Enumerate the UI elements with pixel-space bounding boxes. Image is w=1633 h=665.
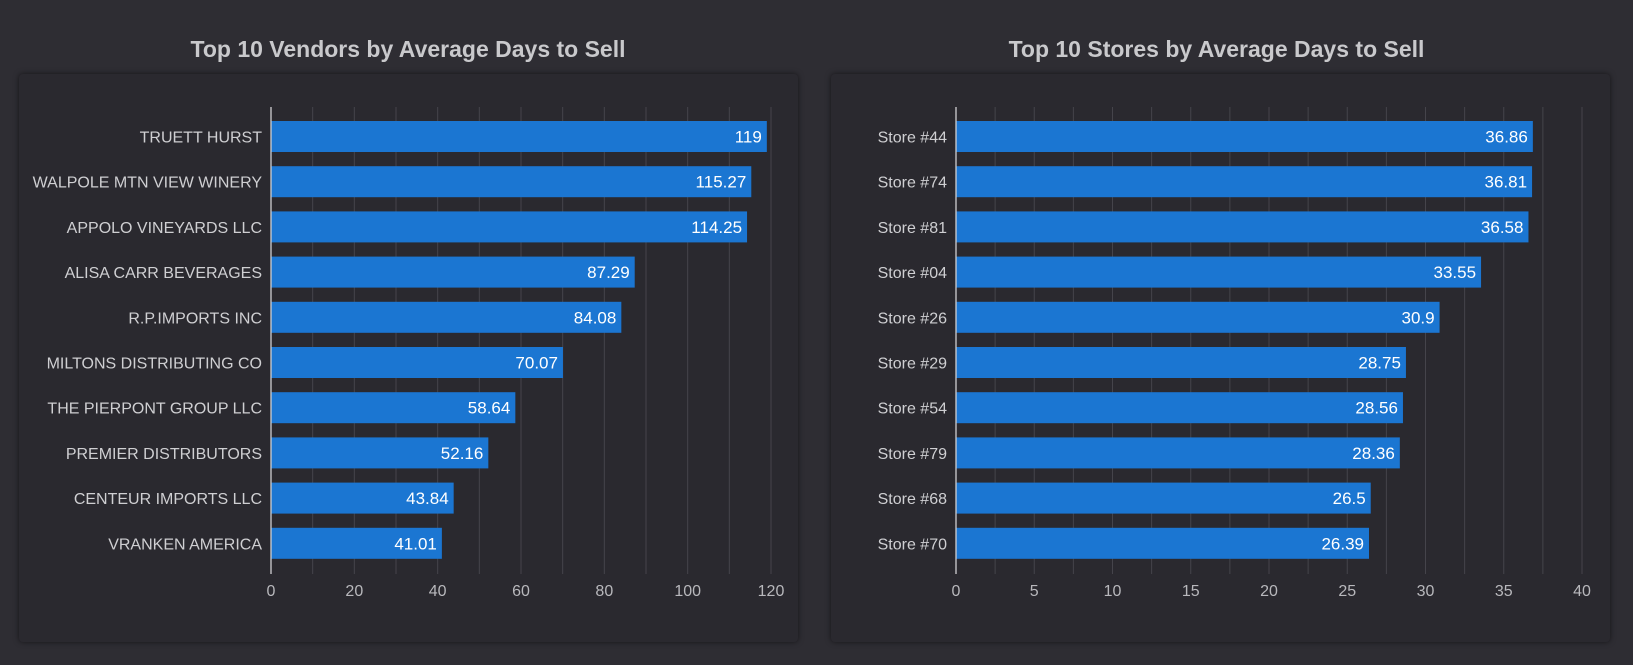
vendor-x-tick-label: 120 xyxy=(758,583,785,600)
vendor-bar xyxy=(271,392,516,424)
vendor-data-label: 52.16 xyxy=(441,444,484,463)
vendors-chart-svg: TRUETT HURST 119 WALPOLE MTN VIEW WINERY 11… xyxy=(33,107,785,600)
vendor-category-label: ALISA CARR BEVERAGES xyxy=(65,265,262,282)
store-data-label: 26.5 xyxy=(1333,489,1366,508)
stores-chart: Top 10 Stores by Average Days to Sell St… xyxy=(800,0,1633,665)
store-category-label: Store #04 xyxy=(878,265,947,282)
vendor-category-label: CENTEUR IMPORTS LLC xyxy=(74,491,262,508)
store-data-label: 36.81 xyxy=(1485,173,1528,192)
vendor-bar xyxy=(271,347,563,378)
store-bar xyxy=(956,347,1406,378)
store-data-label: 26.39 xyxy=(1321,534,1364,553)
vendor-data-label: 115.27 xyxy=(696,173,747,192)
vendor-category-label: APPOLO VINEYARDS LLC xyxy=(67,220,262,237)
vendor-category-label: TRUETT HURST xyxy=(140,130,263,147)
vendor-data-label: 41.01 xyxy=(394,534,437,553)
vendor-data-label: 87.29 xyxy=(587,263,630,282)
store-bar xyxy=(956,121,1533,152)
vendor-bar xyxy=(271,211,748,243)
store-category-label: Store #74 xyxy=(878,175,947,192)
vendor-bar xyxy=(271,121,767,152)
store-x-tick-label: 5 xyxy=(1030,583,1039,600)
vendor-category-label: R.P.IMPORTS INC xyxy=(128,310,262,327)
vendor-bar xyxy=(271,437,489,469)
store-x-tick-label: 10 xyxy=(1104,583,1122,600)
vendor-category-label: THE PIERPONT GROUP LLC xyxy=(47,401,262,418)
store-bar xyxy=(956,482,1371,514)
vendor-data-label: 114.25 xyxy=(691,218,742,237)
vendor-bar xyxy=(271,527,442,559)
stores-chart-title: Top 10 Stores by Average Days to Sell xyxy=(1008,36,1425,62)
vendor-x-tick-label: 0 xyxy=(267,583,276,600)
store-category-label: Store #81 xyxy=(878,220,947,237)
store-category-label: Store #54 xyxy=(878,401,947,418)
vendor-x-tick-label: 20 xyxy=(345,583,363,600)
store-bar xyxy=(956,437,1400,469)
store-bar xyxy=(956,527,1370,559)
vendor-category-label: WALPOLE MTN VIEW WINERY xyxy=(33,175,263,192)
vendor-bar xyxy=(271,166,752,198)
store-x-tick-label: 30 xyxy=(1417,583,1435,600)
vendors-chart: Top 10 Vendors by Average Days to Sell T… xyxy=(0,0,800,665)
store-data-label: 28.75 xyxy=(1358,354,1401,373)
store-category-label: Store #44 xyxy=(878,130,947,147)
store-bar xyxy=(956,211,1529,243)
store-data-label: 33.55 xyxy=(1434,263,1477,282)
store-data-label: 28.36 xyxy=(1352,444,1395,463)
vendor-x-tick-label: 100 xyxy=(674,583,701,600)
store-x-tick-label: 15 xyxy=(1182,583,1200,600)
store-category-label: Store #68 xyxy=(878,491,947,508)
store-x-tick-label: 25 xyxy=(1338,583,1356,600)
vendor-bar xyxy=(271,482,454,514)
store-data-label: 28.56 xyxy=(1355,399,1398,418)
vendor-x-tick-label: 60 xyxy=(512,583,530,600)
store-bar xyxy=(956,301,1440,333)
vendor-data-label: 119 xyxy=(735,128,762,147)
store-bar xyxy=(956,392,1403,424)
store-x-tick-label: 20 xyxy=(1260,583,1278,600)
vendor-data-label: 70.07 xyxy=(515,354,558,373)
store-x-tick-label: 0 xyxy=(952,583,961,600)
vendor-data-label: 43.84 xyxy=(406,489,449,508)
vendor-data-label: 84.08 xyxy=(574,308,617,327)
store-category-label: Store #79 xyxy=(878,446,947,463)
store-data-label: 30.9 xyxy=(1401,308,1434,327)
store-bar xyxy=(956,256,1482,288)
store-category-label: Store #70 xyxy=(878,536,947,553)
vendor-x-tick-label: 80 xyxy=(595,583,613,600)
vendor-x-tick-label: 40 xyxy=(429,583,447,600)
store-category-label: Store #26 xyxy=(878,310,947,327)
store-data-label: 36.86 xyxy=(1485,128,1528,147)
stores-chart-svg: Store #44 36.86 Store #74 36.81 Store #81 36.… xyxy=(878,107,1591,600)
vendor-category-label: PREMIER DISTRIBUTORS xyxy=(66,446,262,463)
vendor-data-label: 58.64 xyxy=(468,399,511,418)
vendor-category-label: VRANKEN AMERICA xyxy=(108,536,262,553)
vendor-category-label: MILTONS DISTRIBUTING CO xyxy=(47,356,262,373)
vendors-chart-title: Top 10 Vendors by Average Days to Sell xyxy=(190,36,626,62)
store-x-tick-label: 40 xyxy=(1573,583,1591,600)
vendor-bar xyxy=(271,301,622,333)
store-x-tick-label: 35 xyxy=(1495,583,1513,600)
vendor-bar xyxy=(271,256,635,288)
store-category-label: Store #29 xyxy=(878,356,947,373)
store-data-label: 36.58 xyxy=(1481,218,1524,237)
store-bar xyxy=(956,166,1533,198)
